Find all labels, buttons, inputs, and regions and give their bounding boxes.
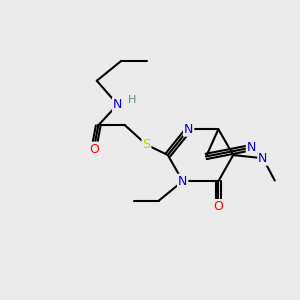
Text: N: N — [247, 141, 256, 154]
Text: N: N — [178, 175, 188, 188]
Text: N: N — [184, 123, 193, 136]
Text: H: H — [128, 95, 136, 105]
Text: S: S — [142, 138, 150, 151]
Text: N: N — [113, 98, 122, 111]
Text: N: N — [258, 152, 268, 165]
Text: O: O — [213, 200, 223, 213]
Text: O: O — [89, 142, 99, 156]
